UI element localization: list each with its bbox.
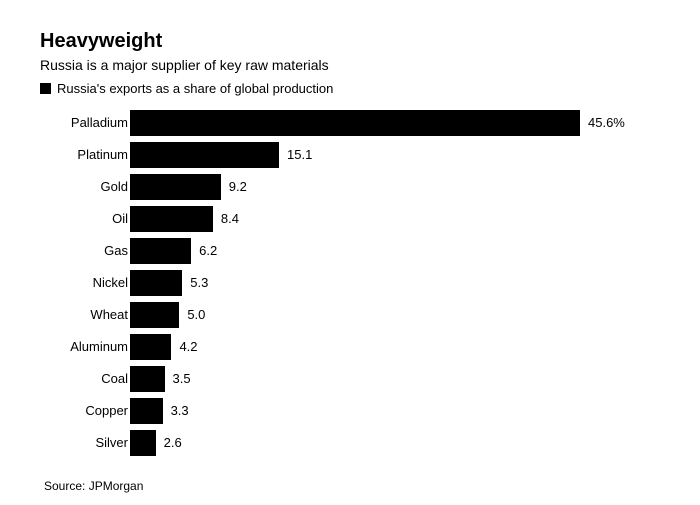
bar-track: 9.2 [130,174,660,200]
value-label: 15.1 [287,147,312,162]
category-label: Gas [40,243,130,258]
bar [130,430,156,456]
bar [130,398,163,424]
bar [130,238,191,264]
bar-track: 5.0 [130,302,660,328]
value-label: 5.0 [187,307,205,322]
bar [130,110,580,136]
bar-track: 15.1 [130,142,660,168]
category-label: Wheat [40,307,130,322]
value-label: 3.3 [171,403,189,418]
value-label: 4.2 [179,339,197,354]
bar [130,366,165,392]
bar [130,334,171,360]
bar-track: 6.2 [130,238,660,264]
value-label: 5.3 [190,275,208,290]
bar-row: Palladium 45.6% [40,108,660,137]
bar [130,302,179,328]
legend-square-icon [40,83,51,94]
chart-title: Heavyweight [40,30,660,53]
value-label: 3.5 [173,371,191,386]
bar [130,206,213,232]
legend-label: Russia's exports as a share of global pr… [57,81,333,96]
value-label: 8.4 [221,211,239,226]
bar-row: Gold 9.2 [40,172,660,201]
bar-row: Aluminum 4.2 [40,332,660,361]
bar [130,142,279,168]
category-label: Oil [40,211,130,226]
bar-row: Silver 2.6 [40,428,660,457]
chart-source: Source: JPMorgan [44,479,660,493]
bar-track: 5.3 [130,270,660,296]
category-label: Silver [40,435,130,450]
value-label: 45.6% [588,115,625,130]
bar-track: 45.6% [130,110,660,136]
category-label: Coal [40,371,130,386]
bar-row: Oil 8.4 [40,204,660,233]
category-label: Palladium [40,115,130,130]
category-label: Platinum [40,147,130,162]
value-label: 6.2 [199,243,217,258]
bar-row: Wheat 5.0 [40,300,660,329]
chart-subtitle: Russia is a major supplier of key raw ma… [40,57,660,73]
bar-row: Gas 6.2 [40,236,660,265]
bar-track: 3.3 [130,398,660,424]
category-label: Gold [40,179,130,194]
bar-row: Platinum 15.1 [40,140,660,169]
category-label: Nickel [40,275,130,290]
category-label: Aluminum [40,339,130,354]
value-label: 9.2 [229,179,247,194]
bar-track: 3.5 [130,366,660,392]
bar [130,174,221,200]
bar-track: 8.4 [130,206,660,232]
value-label: 2.6 [164,435,182,450]
bar-chart: Palladium 45.6% Platinum 15.1 Gold 9.2 Oil 8.4 G… [40,108,660,457]
bar-row: Coal 3.5 [40,364,660,393]
bar-row: Copper 3.3 [40,396,660,425]
bar-track: 4.2 [130,334,660,360]
category-label: Copper [40,403,130,418]
chart-legend: Russia's exports as a share of global pr… [40,81,660,96]
bar-track: 2.6 [130,430,660,456]
bar [130,270,182,296]
bar-row: Nickel 5.3 [40,268,660,297]
